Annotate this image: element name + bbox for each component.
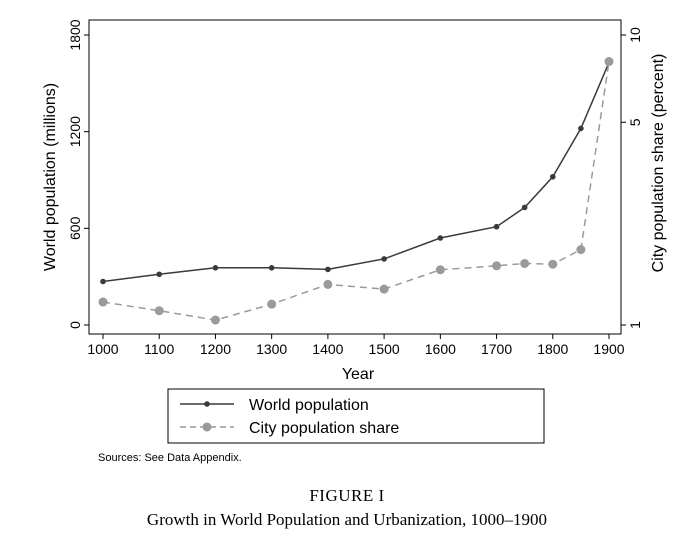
city-share-point — [154, 306, 164, 316]
city-share-point — [435, 265, 445, 275]
legend: World population City population share — [167, 388, 545, 444]
left-tick-label: 0 — [67, 321, 83, 329]
x-tick-label: 1700 — [481, 341, 512, 357]
world-population-point — [381, 256, 387, 262]
world-population-point — [268, 265, 275, 271]
world-population-point — [437, 235, 444, 241]
city-share-point — [323, 279, 333, 289]
left-tick-label: 600 — [67, 216, 83, 240]
city-share-point — [548, 259, 558, 269]
right-axis-title: City population share (percent) — [650, 54, 667, 273]
source-note: Sources: See Data Appendix. — [98, 452, 242, 464]
plot-area — [88, 19, 622, 335]
city-share-point — [492, 261, 502, 271]
right-tick-label: 5 — [627, 118, 643, 126]
legend-label-world: World population — [249, 397, 369, 414]
city-share-line — [102, 61, 610, 321]
x-tick-label: 1500 — [369, 341, 400, 357]
world-population-point — [521, 204, 528, 211]
right-tick-label: 10 — [627, 27, 643, 43]
city-share-point — [267, 299, 277, 309]
figure-label: FIGURE I — [309, 486, 385, 505]
world-population-point — [156, 271, 163, 278]
city-share-point — [520, 258, 530, 268]
legend-marker-world — [204, 401, 210, 407]
right-tick-label: 1 — [627, 321, 643, 329]
left-tick-label: 1200 — [67, 116, 83, 147]
chart: 1000 1100 1200 1300 1400 1500 1600 1700 1800 1900… — [42, 19, 667, 444]
x-tick-label: 1300 — [256, 341, 287, 357]
city-share-point — [210, 315, 220, 325]
x-tick-label: 1600 — [425, 341, 456, 357]
city-share-point — [98, 297, 108, 307]
world-population-point — [325, 266, 331, 273]
world-population-point — [549, 173, 556, 180]
x-tick-label: 1900 — [593, 341, 624, 357]
x-tick-label: 1800 — [537, 341, 568, 357]
x-tick-label: 1000 — [87, 341, 118, 357]
figure-title: Growth in World Population and Urbanizat… — [146, 510, 548, 529]
world-population-point — [212, 265, 219, 271]
world-population-point — [493, 223, 500, 230]
city-share-point — [576, 245, 586, 255]
city-share-point — [379, 284, 389, 294]
world-population-line — [102, 62, 610, 283]
x-tick-label: 1400 — [312, 341, 343, 357]
world-population-point — [578, 125, 584, 132]
x-axis-title: Year — [342, 366, 375, 383]
x-tick-label: 1100 — [144, 341, 174, 357]
legend-marker-city — [202, 422, 212, 432]
left-axis-title: World population (millions) — [42, 83, 59, 271]
legend-box — [167, 388, 545, 444]
left-tick-label: 1800 — [67, 19, 83, 50]
world-population-point — [100, 278, 106, 285]
legend-label-city: City population share — [249, 420, 399, 437]
x-tick-label: 1200 — [200, 341, 231, 357]
city-share-point — [604, 57, 614, 67]
